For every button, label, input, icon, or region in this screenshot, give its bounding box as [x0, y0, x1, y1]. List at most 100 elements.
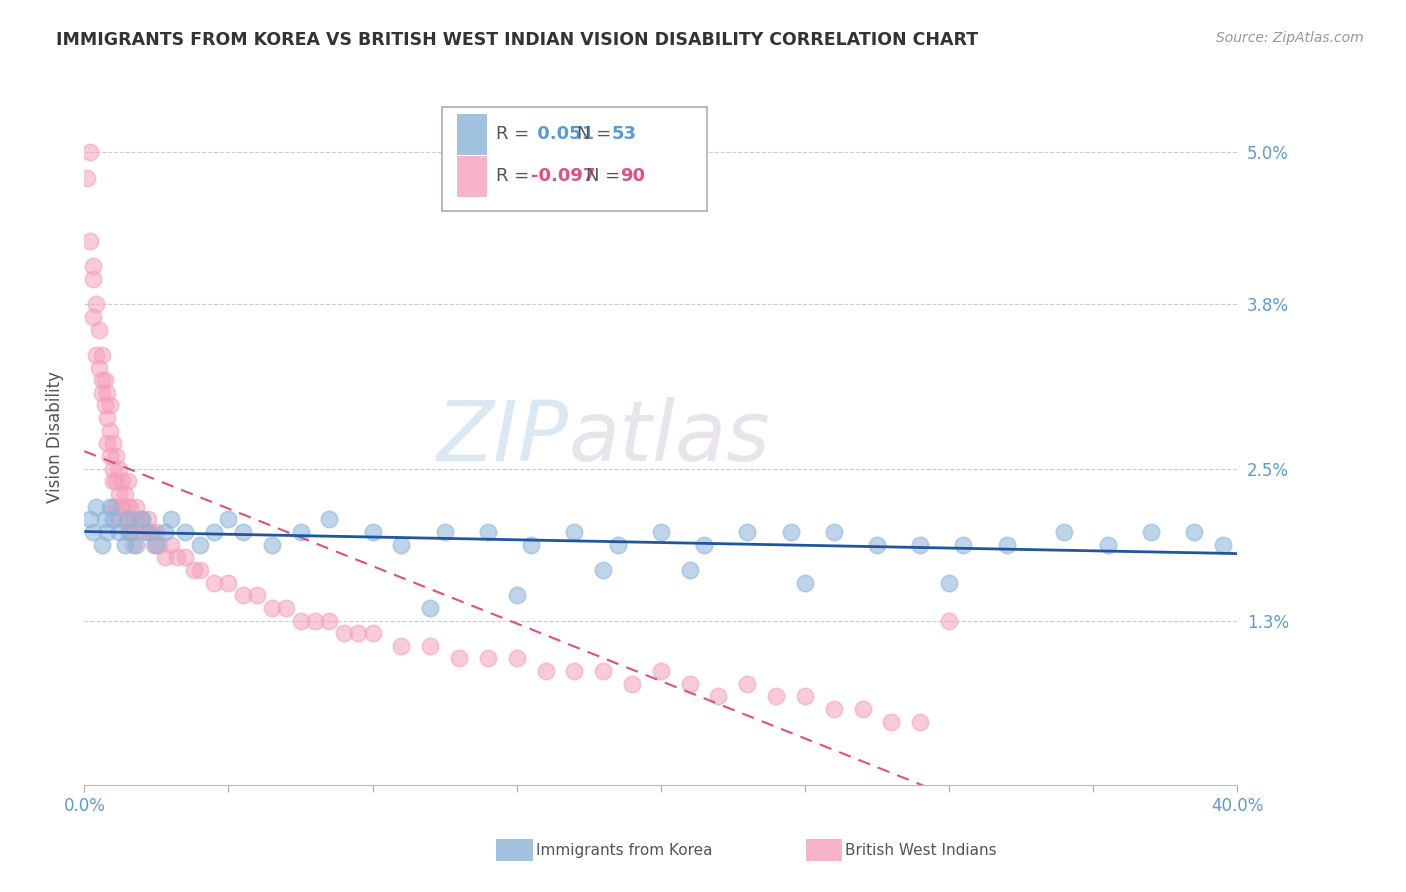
Y-axis label: Vision Disability: Vision Disability	[45, 371, 63, 503]
Point	[84, 500, 107, 514]
Point	[125, 538, 148, 552]
Point	[105, 500, 128, 514]
Point	[153, 524, 176, 539]
Point	[103, 500, 124, 514]
Point	[564, 524, 586, 539]
Text: Immigrants from Korea: Immigrants from Korea	[536, 843, 713, 857]
Point	[120, 524, 142, 539]
Point	[419, 600, 441, 615]
Point	[93, 399, 115, 413]
Point	[87, 322, 110, 336]
Point	[174, 524, 197, 539]
Point	[794, 575, 817, 590]
Point	[105, 475, 128, 489]
Point	[122, 538, 145, 552]
Point	[82, 260, 104, 274]
Point	[419, 639, 441, 653]
Point	[166, 550, 188, 565]
Point	[506, 651, 529, 665]
Point	[737, 677, 759, 691]
Point	[82, 272, 104, 286]
Text: 53: 53	[612, 126, 637, 144]
FancyBboxPatch shape	[457, 155, 486, 197]
Point	[276, 600, 298, 615]
Point	[90, 538, 112, 552]
Point	[139, 524, 162, 539]
Point	[128, 512, 150, 526]
Point	[391, 538, 413, 552]
Point	[260, 600, 283, 615]
Point	[779, 524, 801, 539]
Text: -0.097: -0.097	[530, 167, 595, 186]
Point	[103, 436, 124, 450]
Point	[136, 524, 159, 539]
Point	[361, 524, 384, 539]
Point	[304, 614, 326, 628]
Point	[318, 614, 340, 628]
Point	[506, 588, 529, 602]
Point	[952, 538, 974, 552]
Point	[103, 512, 124, 526]
Point	[1212, 538, 1234, 552]
Text: Source: ZipAtlas.com: Source: ZipAtlas.com	[1216, 31, 1364, 45]
Point	[1097, 538, 1119, 552]
Text: N =: N =	[576, 126, 610, 144]
Point	[111, 500, 134, 514]
Point	[679, 563, 702, 577]
Text: British West Indians: British West Indians	[845, 843, 997, 857]
FancyBboxPatch shape	[441, 106, 707, 211]
Text: R =: R =	[496, 126, 529, 144]
Point	[93, 373, 115, 387]
Point	[183, 563, 205, 577]
Text: ZIP: ZIP	[437, 397, 568, 477]
Point	[90, 348, 112, 362]
Point	[592, 563, 614, 577]
Point	[93, 512, 115, 526]
Point	[131, 512, 153, 526]
Point	[148, 538, 170, 552]
Point	[995, 538, 1018, 552]
Point	[142, 538, 165, 552]
Point	[84, 348, 107, 362]
Point	[823, 702, 845, 716]
Point	[218, 575, 240, 590]
Text: IMMIGRANTS FROM KOREA VS BRITISH WEST INDIAN VISION DISABILITY CORRELATION CHART: IMMIGRANTS FROM KOREA VS BRITISH WEST IN…	[56, 31, 979, 49]
Point	[105, 449, 128, 463]
Point	[120, 524, 142, 539]
Point	[96, 436, 118, 450]
Text: 90: 90	[620, 167, 645, 186]
Point	[117, 500, 139, 514]
Point	[361, 626, 384, 640]
Point	[134, 524, 156, 539]
Point	[1182, 524, 1205, 539]
Point	[477, 651, 499, 665]
Point	[160, 538, 183, 552]
Point	[98, 399, 121, 413]
Point	[131, 512, 153, 526]
Point	[125, 500, 148, 514]
Point	[433, 524, 456, 539]
Point	[153, 550, 176, 565]
Point	[1140, 524, 1163, 539]
Point	[98, 500, 121, 514]
Point	[866, 538, 889, 552]
FancyBboxPatch shape	[457, 114, 486, 155]
Point	[145, 538, 167, 552]
Point	[108, 487, 131, 501]
Point	[449, 651, 471, 665]
Point	[477, 524, 499, 539]
Point	[108, 512, 131, 526]
Point	[114, 487, 136, 501]
Point	[96, 385, 118, 400]
Text: atlas: atlas	[568, 397, 770, 477]
Point	[188, 538, 211, 552]
Point	[520, 538, 543, 552]
Point	[108, 461, 131, 475]
Point	[120, 500, 142, 514]
Point	[96, 524, 118, 539]
Point	[82, 310, 104, 324]
Point	[650, 524, 672, 539]
Text: 0.051: 0.051	[530, 126, 593, 144]
Point	[145, 524, 167, 539]
Point	[621, 677, 644, 691]
